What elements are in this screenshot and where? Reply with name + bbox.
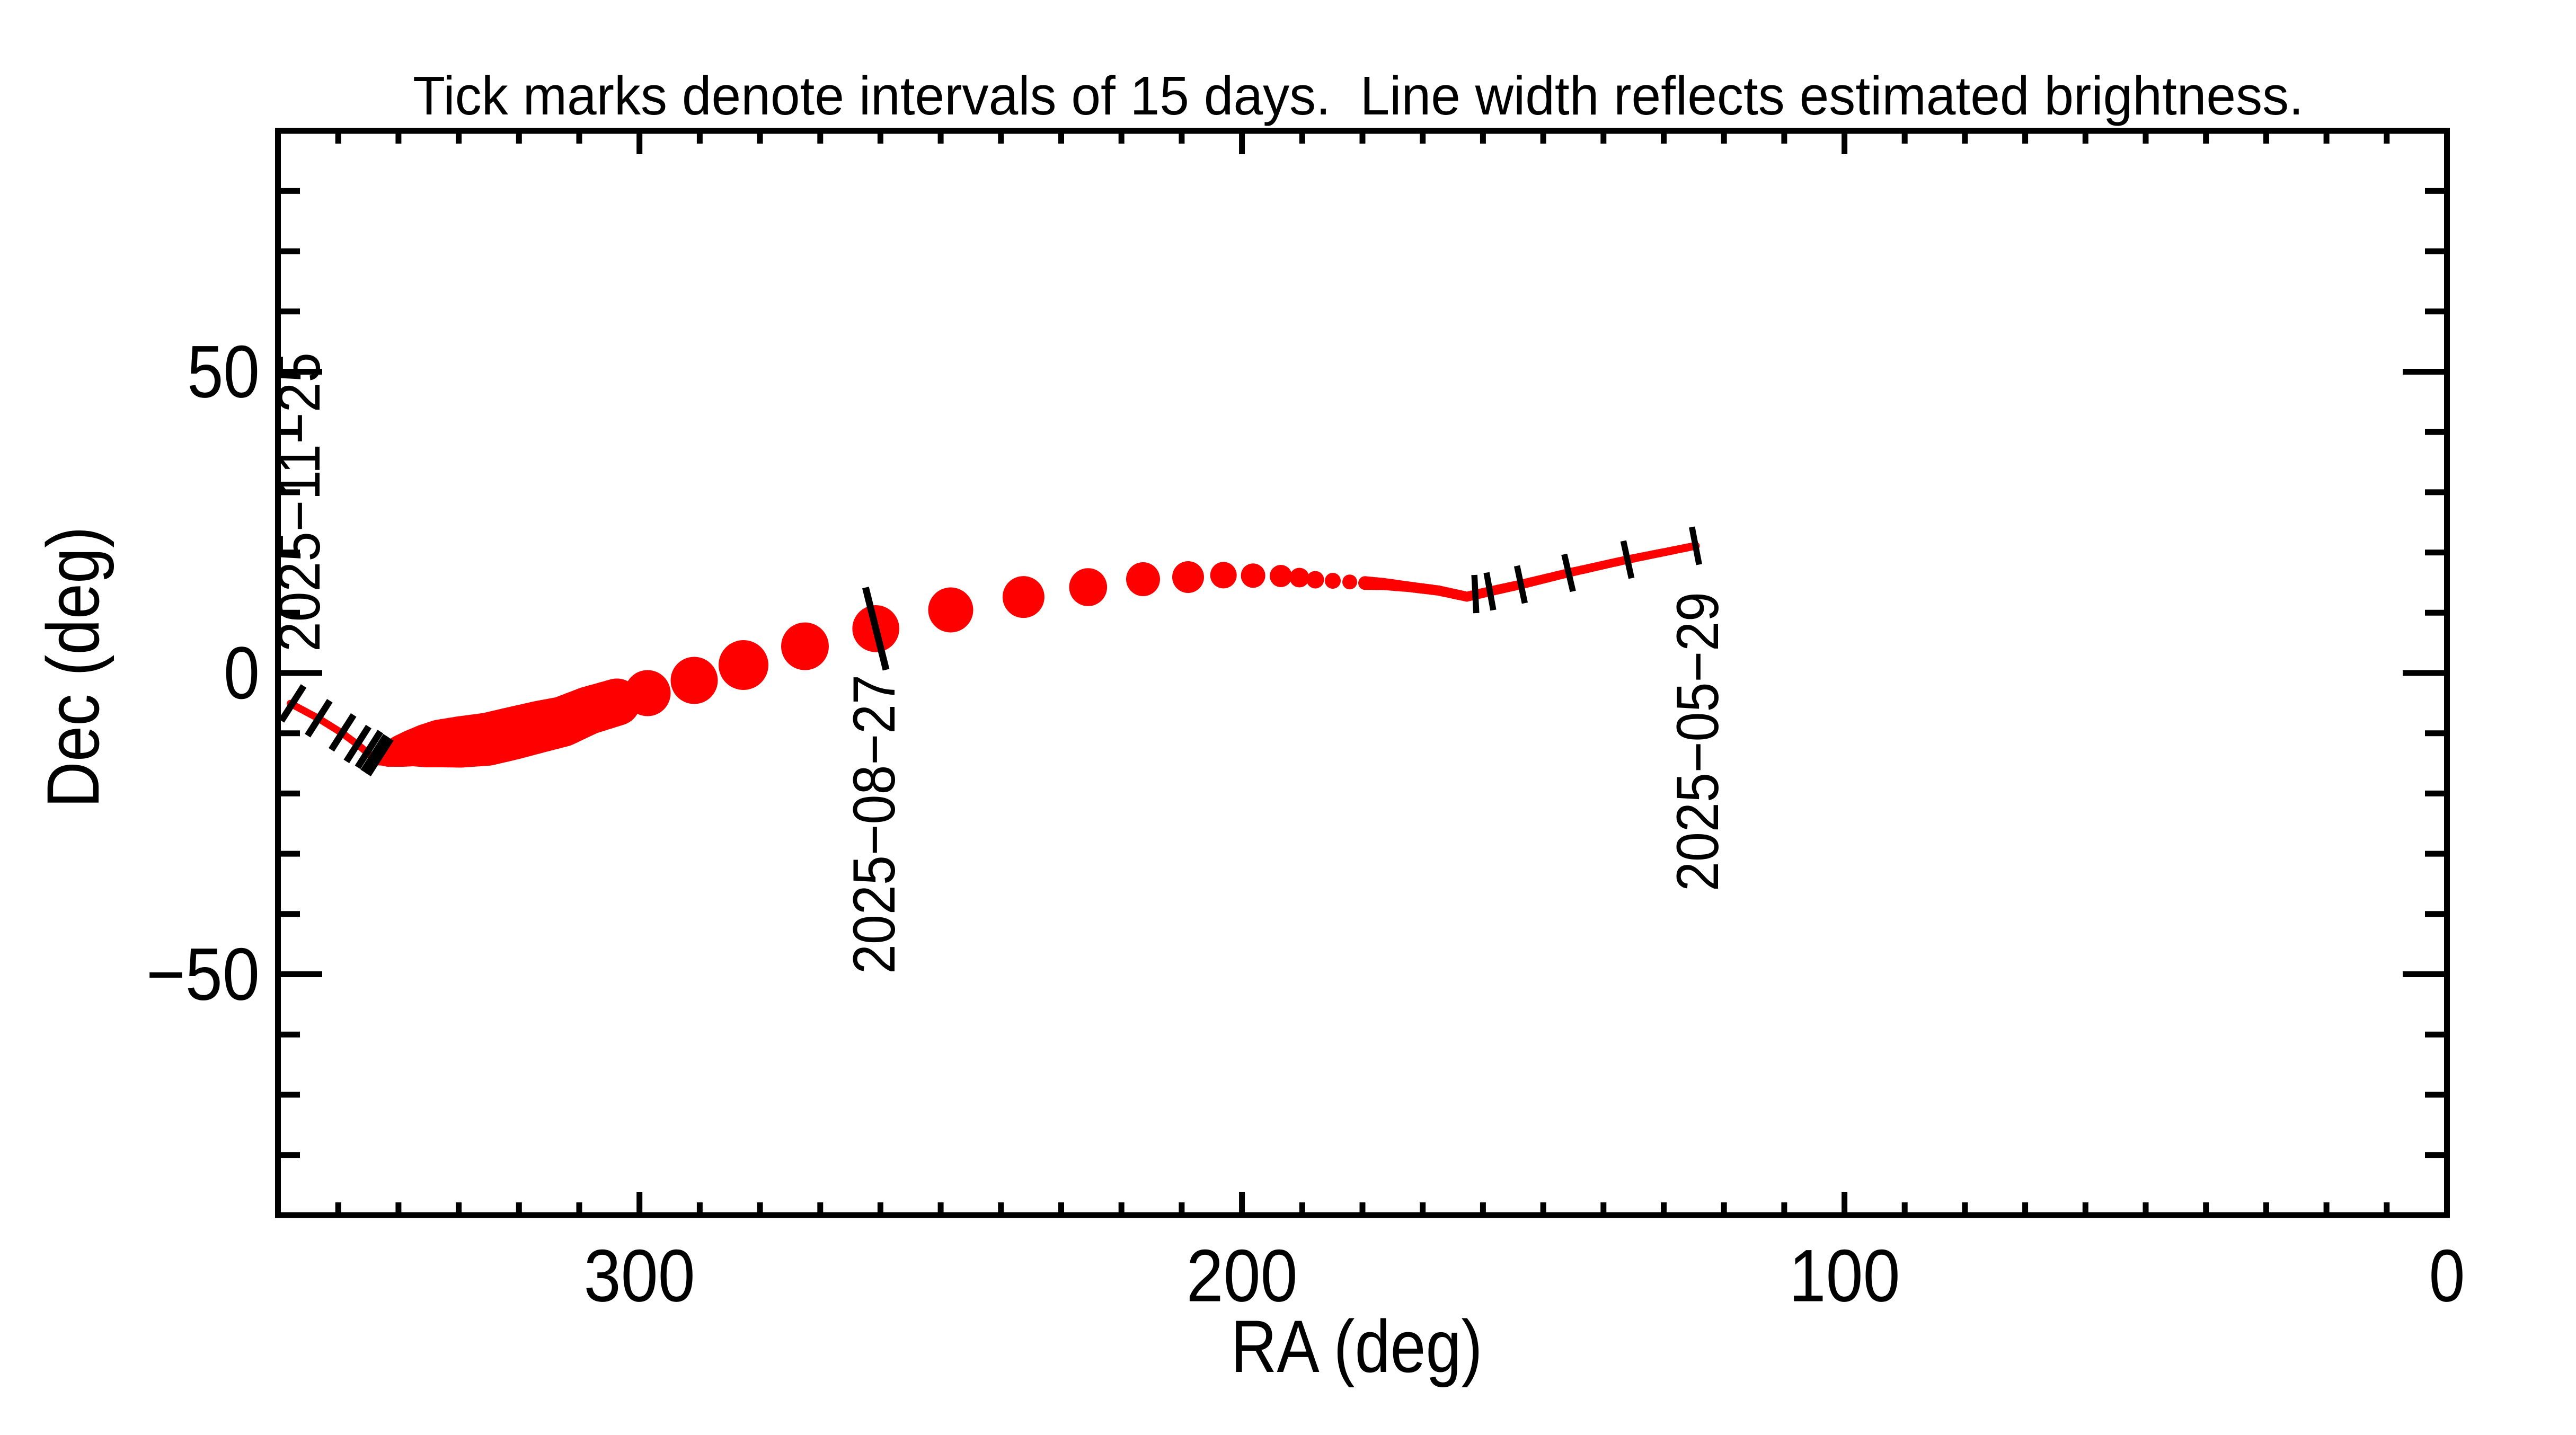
- svg-text:200: 200: [1187, 1234, 1298, 1317]
- svg-text:50: 50: [187, 330, 260, 413]
- svg-text:0: 0: [224, 631, 260, 714]
- svg-text:2025−11−25: 2025−11−25: [266, 352, 332, 652]
- svg-text:0: 0: [2429, 1234, 2465, 1317]
- svg-text:RA (deg): RA (deg): [1231, 1305, 1483, 1388]
- svg-text:2025−05−29: 2025−05−29: [1665, 592, 1731, 891]
- svg-text:100: 100: [1789, 1234, 1900, 1317]
- svg-text:300: 300: [584, 1234, 695, 1317]
- svg-text:Dec (deg): Dec (deg): [31, 527, 114, 808]
- svg-text:Tick marks denote intervals of: Tick marks denote intervals of 15 days. …: [413, 65, 2304, 126]
- svg-text:2025−08−27: 2025−08−27: [841, 675, 907, 974]
- svg-text:−50: −50: [146, 933, 260, 1016]
